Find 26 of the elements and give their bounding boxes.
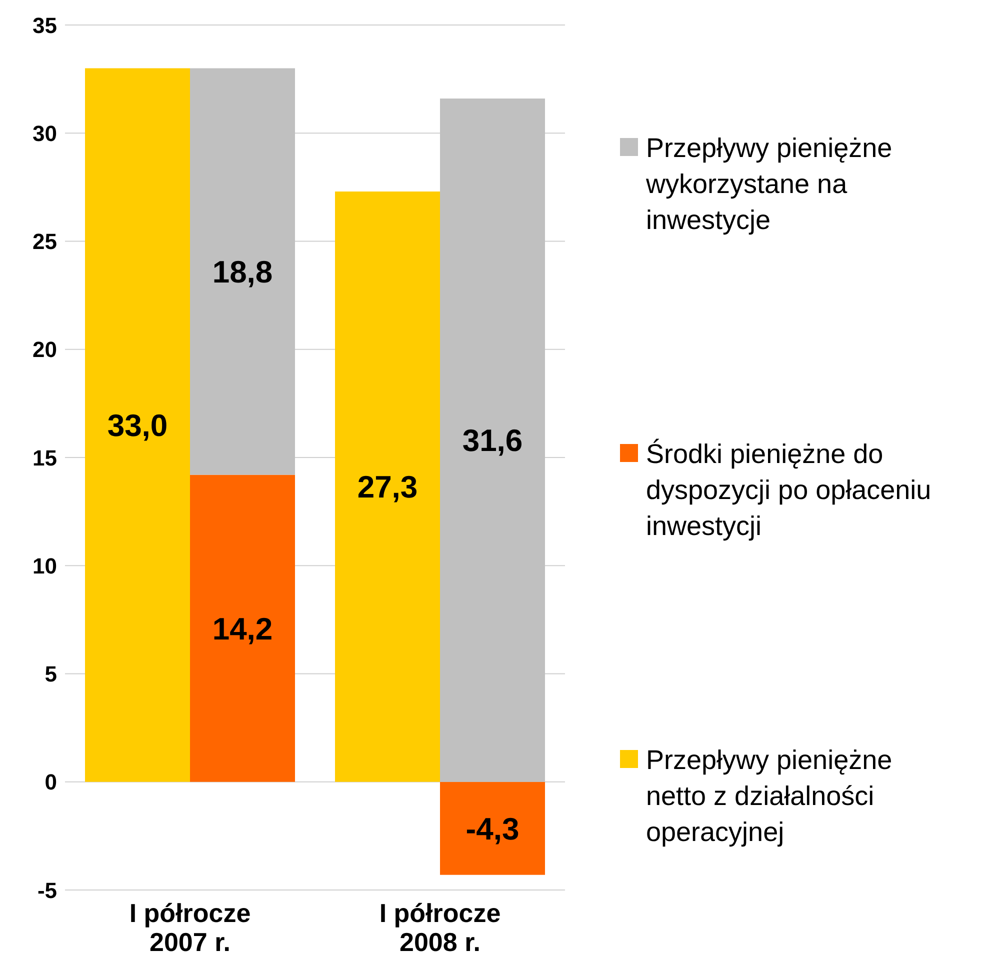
y-tick-label: 0 [44,770,57,795]
data-label: 31,6 [462,423,523,458]
y-tick-label: 20 [32,337,57,362]
bar [190,68,295,475]
data-label: 33,0 [107,408,168,444]
y-tick-label: 15 [32,445,57,470]
y-tick-label: 30 [32,120,57,146]
y-tick-label: 25 [32,229,57,254]
bar [440,782,545,875]
x-tick-label: I półrocze 2007 r. [129,898,251,957]
y-tick-label: -5 [37,878,57,903]
legend-label: Przepływy pieniężne wykorzystane na inwestycje [646,132,894,237]
y-tick-label: 10 [32,553,57,578]
data-label: 18,8 [212,254,273,290]
bar [85,68,190,782]
bar [335,192,440,782]
legend-label: Środki pieniężne do dyspozycji po opłaceniu inwestycji [646,438,932,543]
legend-label: Przepływy pieniężne netto z działalności operacyjnej [646,744,894,849]
data-label: 27,3 [357,470,418,505]
bar [190,474,295,782]
data-label: -4,3 [466,811,520,846]
y-tick-label: 5 [44,662,57,687]
bar [440,98,545,782]
x-tick-label: I półrocze 2008 r. [379,898,501,957]
y-tick-label: 35 [32,12,57,38]
data-label: 14,2 [212,611,273,646]
